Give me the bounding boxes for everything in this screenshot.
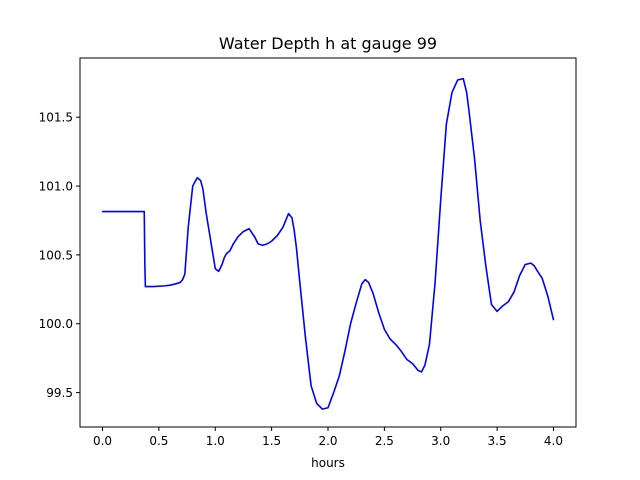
- y-tick-label: 100.5: [39, 248, 73, 262]
- chart-title: Water Depth h at gauge 99: [219, 34, 437, 53]
- x-axis: 0.0 0.5 1.0 1.5 2.0 2.5 3.0 3.5 4.0: [93, 427, 563, 448]
- x-tick-label: 4.0: [544, 434, 563, 448]
- x-tick-label: 3.5: [488, 434, 507, 448]
- y-tick-label: 100.0: [39, 317, 73, 331]
- x-tick-label: 2.5: [375, 434, 394, 448]
- x-tick-label: 1.5: [262, 434, 281, 448]
- x-tick-label: 1.0: [206, 434, 225, 448]
- x-tick-label: 0.0: [93, 434, 112, 448]
- y-axis: 99.5 100.0 100.5 101.0 101.5: [39, 111, 80, 400]
- x-tick-label: 2.0: [318, 434, 337, 448]
- series-line-0: [101, 77, 555, 410]
- series-layer: [101, 77, 555, 410]
- x-tick-label: 3.0: [431, 434, 450, 448]
- x-tick-label: 0.5: [149, 434, 168, 448]
- x-axis-label: hours: [311, 456, 345, 470]
- y-tick-label: 101.5: [39, 111, 73, 125]
- y-tick-label: 99.5: [46, 386, 73, 400]
- y-tick-label: 101.0: [39, 180, 73, 194]
